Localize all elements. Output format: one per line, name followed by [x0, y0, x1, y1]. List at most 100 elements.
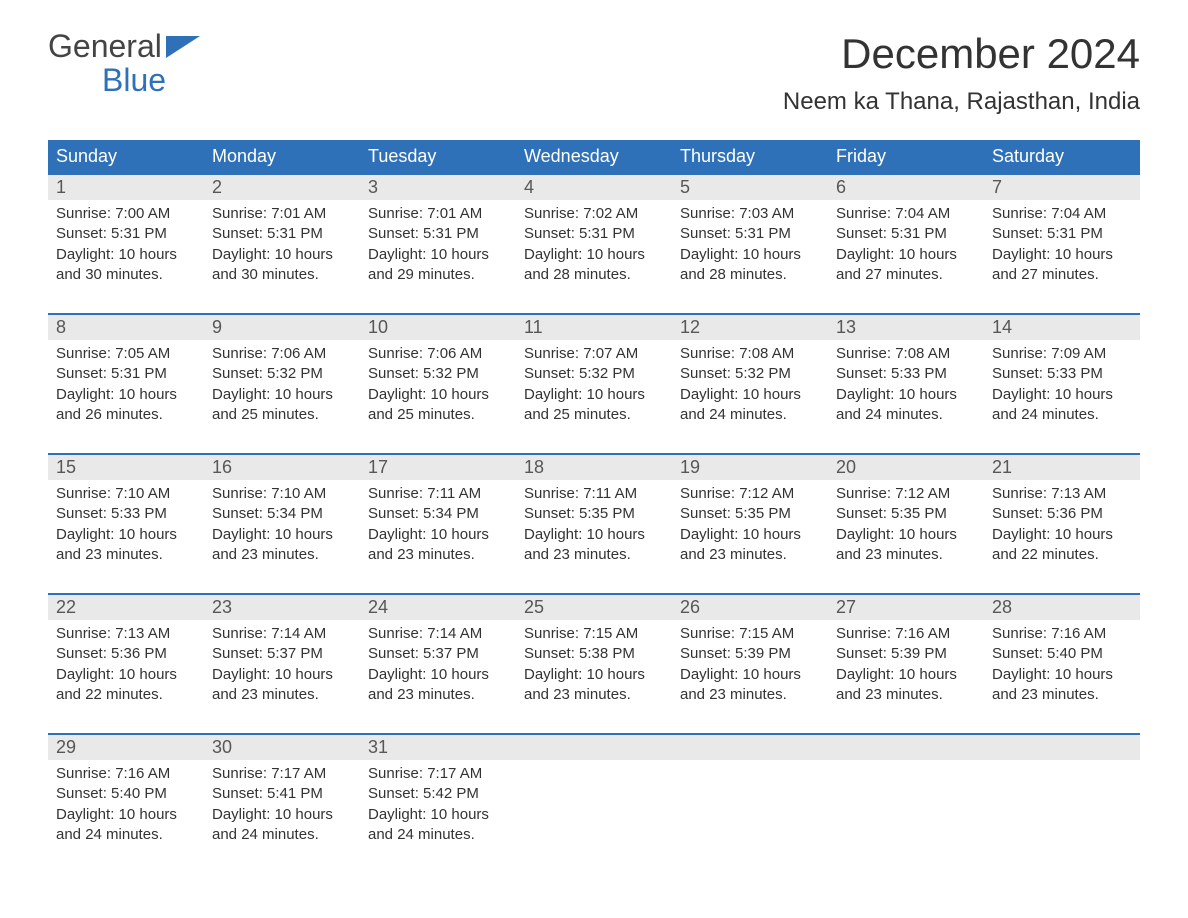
daylight-line-1: Daylight: 10 hours — [56, 385, 196, 405]
detail-row: Sunrise: 7:13 AMSunset: 5:36 PMDaylight:… — [48, 620, 1140, 734]
daynum-cell: 23 — [204, 594, 360, 620]
daylight-line-2: and 27 minutes. — [836, 265, 976, 285]
sunrise-line: Sunrise: 7:08 AM — [680, 344, 820, 364]
daylight-line-2: and 23 minutes. — [368, 545, 508, 565]
daylight-line-1: Daylight: 10 hours — [368, 525, 508, 545]
daylight-line-2: and 24 minutes. — [56, 825, 196, 845]
daylight-line-2: and 27 minutes. — [992, 265, 1132, 285]
detail-cell: Sunrise: 7:00 AMSunset: 5:31 PMDaylight:… — [48, 200, 204, 314]
daylight-line-1: Daylight: 10 hours — [992, 665, 1132, 685]
sunset-line: Sunset: 5:31 PM — [56, 364, 196, 384]
month-title: December 2024 — [783, 30, 1140, 78]
daynum-cell: 27 — [828, 594, 984, 620]
daynum-cell: 14 — [984, 314, 1140, 340]
daylight-line-2: and 23 minutes. — [212, 545, 352, 565]
daynum-cell: 18 — [516, 454, 672, 480]
sunrise-line: Sunrise: 7:03 AM — [680, 204, 820, 224]
sunrise-line: Sunrise: 7:09 AM — [992, 344, 1132, 364]
daynum-cell: 21 — [984, 454, 1140, 480]
daynum-cell: 24 — [360, 594, 516, 620]
sunset-line: Sunset: 5:31 PM — [56, 224, 196, 244]
daylight-line-2: and 29 minutes. — [368, 265, 508, 285]
daylight-line-1: Daylight: 10 hours — [368, 665, 508, 685]
detail-cell: Sunrise: 7:04 AMSunset: 5:31 PMDaylight:… — [828, 200, 984, 314]
daynum-cell: 12 — [672, 314, 828, 340]
sunset-line: Sunset: 5:34 PM — [212, 504, 352, 524]
logo-flag-icon — [166, 36, 200, 58]
daynum-cell — [516, 734, 672, 760]
daynum-cell: 11 — [516, 314, 672, 340]
daylight-line-1: Daylight: 10 hours — [368, 385, 508, 405]
daynum-cell: 30 — [204, 734, 360, 760]
detail-cell: Sunrise: 7:10 AMSunset: 5:33 PMDaylight:… — [48, 480, 204, 594]
daynum-cell: 13 — [828, 314, 984, 340]
detail-cell: Sunrise: 7:14 AMSunset: 5:37 PMDaylight:… — [204, 620, 360, 734]
sunrise-line: Sunrise: 7:16 AM — [56, 764, 196, 784]
daynum-cell: 31 — [360, 734, 516, 760]
sunrise-line: Sunrise: 7:17 AM — [212, 764, 352, 784]
daylight-line-1: Daylight: 10 hours — [56, 805, 196, 825]
sunrise-line: Sunrise: 7:11 AM — [524, 484, 664, 504]
logo: General Blue — [48, 30, 200, 97]
sunset-line: Sunset: 5:35 PM — [680, 504, 820, 524]
daynum-cell: 22 — [48, 594, 204, 620]
sunset-line: Sunset: 5:38 PM — [524, 644, 664, 664]
sunrise-line: Sunrise: 7:10 AM — [56, 484, 196, 504]
daylight-line-1: Daylight: 10 hours — [836, 665, 976, 685]
day-header-cell: Tuesday — [360, 140, 516, 174]
daylight-line-1: Daylight: 10 hours — [212, 385, 352, 405]
detail-cell: Sunrise: 7:08 AMSunset: 5:33 PMDaylight:… — [828, 340, 984, 454]
sunset-line: Sunset: 5:36 PM — [992, 504, 1132, 524]
calendar-table: SundayMondayTuesdayWednesdayThursdayFrid… — [48, 140, 1140, 873]
detail-cell: Sunrise: 7:13 AMSunset: 5:36 PMDaylight:… — [984, 480, 1140, 594]
daynum-cell: 17 — [360, 454, 516, 480]
sunrise-line: Sunrise: 7:11 AM — [368, 484, 508, 504]
sunset-line: Sunset: 5:31 PM — [992, 224, 1132, 244]
sunrise-line: Sunrise: 7:06 AM — [368, 344, 508, 364]
sunrise-line: Sunrise: 7:12 AM — [836, 484, 976, 504]
day-header-row: SundayMondayTuesdayWednesdayThursdayFrid… — [48, 140, 1140, 174]
daylight-line-2: and 23 minutes. — [836, 685, 976, 705]
daylight-line-2: and 24 minutes. — [992, 405, 1132, 425]
sunrise-line: Sunrise: 7:16 AM — [836, 624, 976, 644]
daylight-line-1: Daylight: 10 hours — [680, 385, 820, 405]
daynum-cell: 2 — [204, 174, 360, 200]
daylight-line-1: Daylight: 10 hours — [680, 525, 820, 545]
sunrise-line: Sunrise: 7:04 AM — [836, 204, 976, 224]
daylight-line-2: and 24 minutes. — [212, 825, 352, 845]
detail-cell: Sunrise: 7:01 AMSunset: 5:31 PMDaylight:… — [204, 200, 360, 314]
daynum-cell: 15 — [48, 454, 204, 480]
detail-cell: Sunrise: 7:16 AMSunset: 5:40 PMDaylight:… — [984, 620, 1140, 734]
detail-cell: Sunrise: 7:01 AMSunset: 5:31 PMDaylight:… — [360, 200, 516, 314]
daynum-row: 22232425262728 — [48, 594, 1140, 620]
detail-row: Sunrise: 7:16 AMSunset: 5:40 PMDaylight:… — [48, 760, 1140, 873]
detail-cell: Sunrise: 7:17 AMSunset: 5:41 PMDaylight:… — [204, 760, 360, 873]
daynum-cell: 20 — [828, 454, 984, 480]
detail-row: Sunrise: 7:10 AMSunset: 5:33 PMDaylight:… — [48, 480, 1140, 594]
daylight-line-2: and 23 minutes. — [368, 685, 508, 705]
daylight-line-2: and 23 minutes. — [680, 685, 820, 705]
daylight-line-1: Daylight: 10 hours — [212, 525, 352, 545]
sunrise-line: Sunrise: 7:07 AM — [524, 344, 664, 364]
daynum-cell — [672, 734, 828, 760]
daylight-line-1: Daylight: 10 hours — [992, 385, 1132, 405]
logo-text-top: General — [48, 30, 162, 64]
daylight-line-2: and 28 minutes. — [524, 265, 664, 285]
daylight-line-1: Daylight: 10 hours — [524, 245, 664, 265]
daylight-line-2: and 30 minutes. — [212, 265, 352, 285]
sunrise-line: Sunrise: 7:15 AM — [680, 624, 820, 644]
detail-cell — [516, 760, 672, 873]
sunset-line: Sunset: 5:41 PM — [212, 784, 352, 804]
title-block: December 2024 Neem ka Thana, Rajasthan, … — [783, 30, 1140, 116]
daynum-cell: 7 — [984, 174, 1140, 200]
daylight-line-1: Daylight: 10 hours — [368, 805, 508, 825]
sunset-line: Sunset: 5:32 PM — [212, 364, 352, 384]
detail-cell — [828, 760, 984, 873]
daylight-line-2: and 25 minutes. — [368, 405, 508, 425]
detail-cell: Sunrise: 7:06 AMSunset: 5:32 PMDaylight:… — [204, 340, 360, 454]
detail-cell: Sunrise: 7:17 AMSunset: 5:42 PMDaylight:… — [360, 760, 516, 873]
sunrise-line: Sunrise: 7:13 AM — [56, 624, 196, 644]
daynum-cell: 29 — [48, 734, 204, 760]
sunset-line: Sunset: 5:39 PM — [680, 644, 820, 664]
detail-cell: Sunrise: 7:12 AMSunset: 5:35 PMDaylight:… — [672, 480, 828, 594]
